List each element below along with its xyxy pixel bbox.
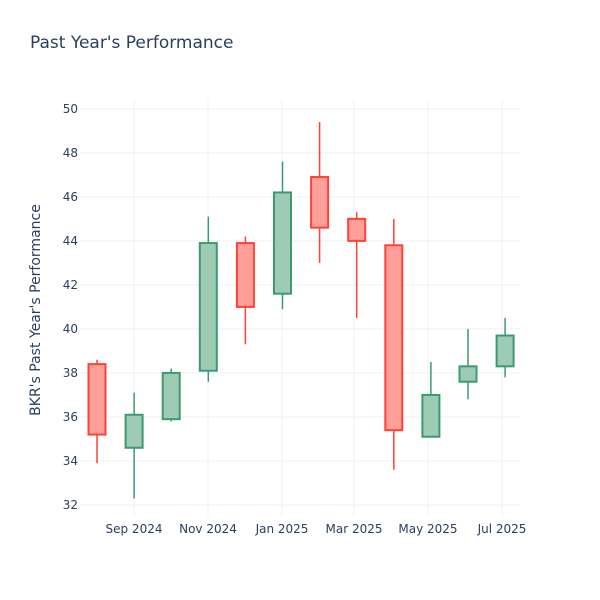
candle-aug-2024 (87, 359, 107, 464)
y-tick-label: 44 (63, 234, 78, 248)
x-tick-label: Sep 2024 (106, 522, 163, 536)
candle-body (310, 176, 330, 229)
candles (87, 122, 515, 499)
x-tick-label: Jul 2025 (477, 522, 527, 536)
candle-feb-2025 (310, 122, 330, 263)
candle-body (421, 393, 441, 438)
candle-body (384, 244, 404, 432)
candle-body (347, 217, 367, 242)
candle-jan-2025 (273, 161, 292, 310)
x-tick-label: Mar 2025 (326, 522, 383, 536)
candle-may-2025 (421, 361, 441, 438)
y-tick-label: 36 (63, 410, 78, 424)
x-tick-label: May 2025 (398, 522, 457, 536)
y-tick-label: 42 (63, 278, 78, 292)
candle-jul-2025 (495, 317, 515, 378)
candle-apr-2025 (384, 218, 404, 470)
grid (80, 100, 520, 516)
candle-body (495, 334, 515, 368)
x-tick-label: Nov 2024 (179, 522, 237, 536)
candle-dec-2024 (235, 236, 255, 345)
candle-body (458, 365, 478, 383)
x-axis-ticks: Sep 2024 Nov 2024 Jan 2025 Mar 2025 May 2025… (106, 522, 527, 536)
y-tick-label: 38 (63, 366, 78, 380)
candle-oct-2024 (161, 368, 181, 422)
y-axis-label: BKR's Past Year's Performance (28, 204, 44, 416)
y-axis-ticks: 32 34 36 38 40 42 44 46 48 50 (63, 102, 78, 512)
x-tick-label: Jan 2025 (255, 522, 309, 536)
candle-body (161, 371, 181, 421)
y-tick-label: 50 (63, 102, 78, 116)
candle-body (235, 242, 255, 308)
chart-title: Past Year's Performance (30, 33, 234, 53)
candle-jun-2025 (458, 328, 478, 400)
y-tick-label: 32 (63, 498, 78, 512)
candle-mar-2025 (347, 212, 367, 318)
y-tick-label: 46 (63, 190, 78, 204)
candle-body (124, 413, 144, 449)
y-tick-label: 48 (63, 146, 78, 160)
candle-nov-2024 (198, 216, 218, 382)
y-tick-label: 34 (63, 454, 78, 468)
candle-body (273, 191, 292, 295)
candle-body (198, 242, 218, 372)
y-tick-label: 40 (63, 322, 78, 336)
candle-sep-2024 (124, 392, 144, 499)
candle-body (87, 363, 107, 436)
